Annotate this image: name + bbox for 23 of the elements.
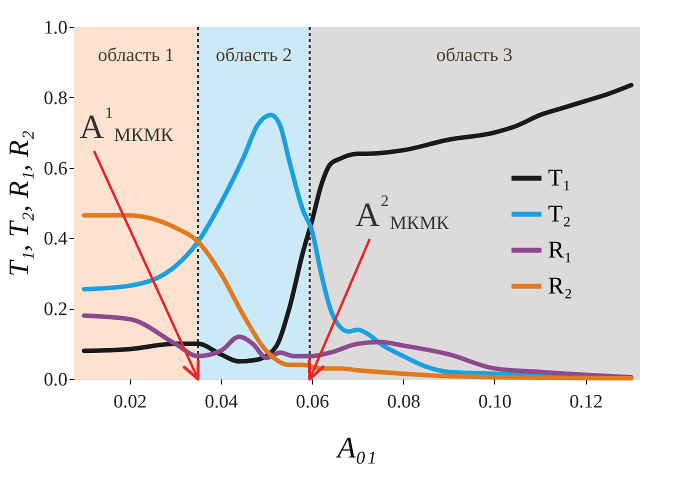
x-axis-title: A₀₁ [335,432,377,464]
y-tick-label: 1.0 [44,18,68,38]
y-axis-title: T₁, T₂, R₁, R₂ [4,130,35,277]
line-series [82,82,634,364]
band-label: область 3 [436,45,513,66]
x-tick-label: 0.12 [570,392,603,412]
x-tick-label: 0.10 [478,392,512,412]
legend-label: T₂ [548,201,572,228]
legend-label: R₁ [548,237,572,264]
band-label: область 1 [98,45,174,66]
band-label: область 2 [216,45,292,66]
x-tick-label: 0.06 [296,392,330,412]
legend-label: R₂ [548,273,572,300]
x-tick-label: 0.04 [204,392,238,412]
x-tick-label: 0.08 [387,392,420,412]
y-tick-label: 0.2 [44,299,68,320]
y-tick-label: 0.4 [44,228,68,250]
y-tick-label: 0.6 [44,158,68,180]
legend-label: T₁ [548,165,572,192]
y-tick-label: 0.8 [44,88,68,109]
y-tick-label: 0.0 [44,370,68,390]
x-tick-label: 0.02 [114,392,147,412]
line-series [82,313,634,380]
